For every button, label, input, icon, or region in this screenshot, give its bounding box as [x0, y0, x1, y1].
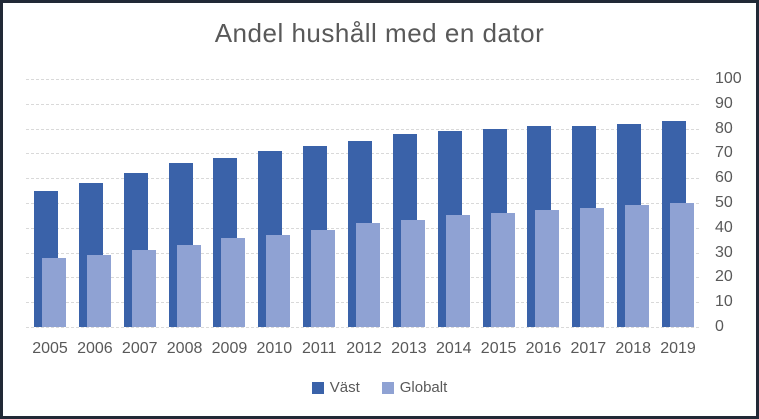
legend-item-väst: Väst	[311, 379, 360, 396]
gridline-y80	[26, 128, 700, 130]
y-tick-label-30: 30	[715, 243, 733, 261]
y-tick-label-60: 60	[715, 169, 733, 187]
y-tick-label-100: 100	[715, 70, 742, 87]
gridline-y0	[26, 327, 700, 328]
y-tick-label-0: 0	[715, 318, 724, 335]
x-tick-label-2008: 2008	[166, 340, 203, 357]
x-tick-label-2019: 2019	[660, 340, 696, 357]
y-tick-label-70: 70	[715, 144, 733, 162]
bar-globalt-2012	[356, 222, 381, 327]
x-tick-label-2016: 2016	[525, 340, 562, 357]
bar-globalt-2006	[86, 255, 111, 327]
y-tick-label-10: 10	[715, 293, 733, 311]
bar-globalt-2007	[131, 250, 156, 327]
legend: Väst Globalt	[3, 379, 756, 396]
x-tick-label-2007: 2007	[121, 340, 158, 357]
bar-globalt-2008	[176, 245, 201, 327]
gridline-y100	[26, 79, 700, 80]
bar-globalt-2015	[490, 212, 515, 327]
legend-label-globalt: Globalt	[399, 379, 448, 396]
legend-item-globalt: Globalt	[381, 379, 448, 396]
y-tick-label-50: 50	[715, 194, 733, 211]
plot-area	[26, 79, 700, 328]
bar-globalt-2010	[266, 235, 291, 327]
x-tick-label-2009: 2009	[211, 340, 248, 357]
x-tick-label-2014: 2014	[435, 340, 472, 357]
y-tick-label-80: 80	[715, 119, 733, 137]
x-tick-label-2012: 2012	[346, 340, 382, 357]
x-tick-label-2013: 2013	[391, 340, 427, 357]
y-tick-label-90: 90	[715, 94, 733, 112]
y-tick-label-20: 20	[715, 268, 733, 286]
bar-globalt-2014	[445, 215, 470, 327]
gridline-y90	[26, 103, 700, 105]
legend-swatch-globalt	[381, 381, 394, 394]
y-tick-label-40: 40	[715, 218, 733, 236]
bar-globalt-2005	[42, 257, 66, 327]
x-tick-label-2011: 2011	[301, 340, 337, 357]
x-tick-label-2018: 2018	[615, 340, 651, 357]
bar-globalt-2016	[535, 210, 560, 327]
x-tick-label-2017: 2017	[570, 340, 607, 357]
bar-globalt-2018	[625, 205, 650, 327]
x-tick-label-2006: 2006	[77, 340, 113, 357]
bar-globalt-2011	[311, 230, 336, 327]
bar-globalt-2013	[400, 220, 425, 327]
chart-title: Andel hushåll med en dator	[214, 18, 545, 48]
bar-globalt-2017	[580, 207, 605, 327]
legend-label-väst: Väst	[329, 379, 360, 396]
bar-globalt-2009	[221, 237, 246, 327]
legend-swatch-väst	[311, 381, 324, 394]
x-tick-label-2010: 2010	[256, 340, 293, 357]
bar-globalt-2019	[670, 203, 695, 327]
x-tick-label-2005: 2005	[32, 340, 68, 357]
x-tick-label-2015: 2015	[480, 340, 517, 357]
